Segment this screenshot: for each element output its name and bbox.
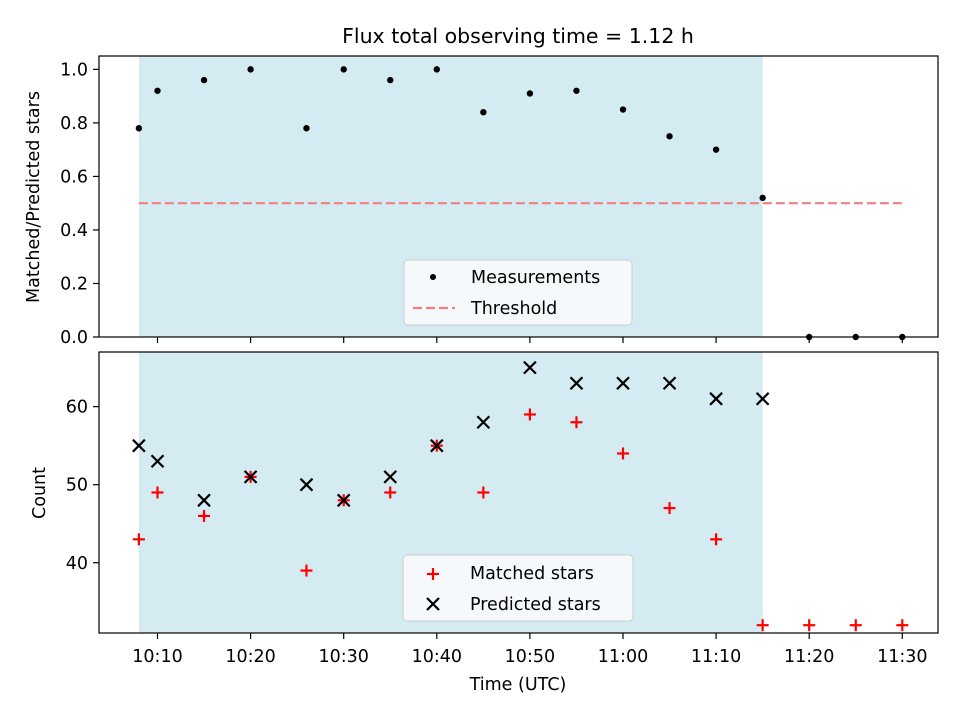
- predicted-point: [383, 470, 398, 484]
- measurement-point: [759, 194, 766, 202]
- measurement-point: [387, 76, 394, 84]
- predicted-point: [476, 415, 491, 430]
- predicted-point: [197, 493, 211, 508]
- matched-point: [803, 619, 816, 632]
- y-tick-label: 0.0: [60, 328, 88, 348]
- matched-point: [198, 509, 211, 522]
- y-tick-label: 50: [66, 476, 88, 496]
- matched-point: [896, 619, 909, 632]
- y-tick-label: 0.2: [60, 274, 88, 294]
- predicted-point: [523, 360, 537, 375]
- matched-point: [849, 619, 862, 632]
- legend-marker-predicted: [426, 597, 440, 611]
- measurement-point: [303, 125, 310, 132]
- x-tick-label: 11:00: [598, 647, 648, 667]
- y-tick-label: 40: [66, 554, 88, 574]
- measurement-point: [573, 87, 580, 94]
- x-tick-label: 10:20: [225, 647, 275, 667]
- x-tick-label: 11:10: [691, 647, 741, 667]
- legend-ratio: Measurements Threshold: [403, 259, 633, 326]
- legend-box: [403, 259, 633, 326]
- measurement-point: [666, 133, 673, 140]
- legend-marker-matched: [427, 568, 439, 580]
- legend-label-predicted: Predicted stars: [470, 595, 601, 615]
- predicted-point: [662, 376, 677, 391]
- predicted-point: [150, 454, 165, 469]
- measurement-point: [154, 87, 161, 94]
- measurement-point: [619, 106, 627, 113]
- matched-point: [132, 533, 145, 546]
- matched-point: [617, 447, 629, 460]
- legend-marker-measurements: [430, 274, 436, 280]
- x-tick-label: 10:30: [318, 647, 368, 667]
- x-tick-label: 10:50: [505, 647, 555, 667]
- predicted-point: [569, 376, 584, 391]
- count-panel: 40 50 60 10:10 10:20 10:30 10:40 10:50 11:00 11:1…: [30, 351, 939, 695]
- measurement-point: [712, 146, 720, 153]
- ratio-panel: 0.0 0.2 0.4 0.6 0.8 1.0 Matched/Predicted sta…: [24, 55, 939, 348]
- legend-label-threshold: Threshold: [470, 299, 557, 319]
- matched-point: [523, 408, 536, 421]
- predicted-point: [709, 392, 723, 406]
- y-tick-label: 0.4: [60, 221, 88, 241]
- legend-count: Matched stars Predicted stars: [402, 554, 634, 622]
- x-tick-label: 10:10: [132, 647, 182, 667]
- measurement-point: [135, 125, 143, 132]
- legend-label-measurements: Measurements: [471, 268, 600, 288]
- predicted-point: [336, 493, 351, 508]
- y-axis-label-ratio: Matched/Predicted stars: [24, 91, 44, 303]
- matched-point: [477, 486, 490, 499]
- predicted-point: [132, 438, 146, 453]
- y-tick-label: 60: [66, 398, 88, 418]
- x-axis-label: Time (UTC): [469, 675, 567, 695]
- measurement-point: [340, 66, 347, 73]
- predicted-point: [299, 477, 314, 492]
- matched-point: [151, 486, 164, 499]
- x-tick-label: 11:20: [784, 647, 834, 667]
- measurement-point: [200, 76, 208, 84]
- matched-point: [570, 416, 583, 429]
- matched-point: [663, 502, 676, 515]
- predicted-point: [616, 376, 630, 391]
- measurement-point: [526, 90, 534, 97]
- legend-label-matched: Matched stars: [470, 564, 594, 584]
- matched-point: [756, 619, 769, 632]
- count-panel-frame: [98, 351, 939, 634]
- measurement-point: [247, 66, 254, 73]
- measurement-point: [433, 66, 440, 73]
- predicted-point: [430, 438, 444, 453]
- ratio-panel-frame: [98, 55, 939, 338]
- y-tick-label: 0.8: [60, 114, 88, 134]
- measurement-point: [480, 109, 487, 116]
- predicted-point: [243, 470, 258, 484]
- matched-point: [710, 533, 723, 546]
- x-tick-label: 11:30: [877, 647, 927, 667]
- y-tick-label: 0.6: [60, 167, 88, 187]
- y-axis-label-count: Count: [30, 467, 50, 519]
- legend-box: [402, 554, 634, 622]
- matched-point: [384, 486, 397, 499]
- y-tick-label: 1.0: [60, 60, 88, 80]
- x-tick-label: 10:40: [412, 647, 462, 667]
- matched-point: [300, 564, 313, 577]
- chart-title: Flux total observing time = 1.12 h: [342, 24, 694, 48]
- predicted-point: [755, 392, 770, 406]
